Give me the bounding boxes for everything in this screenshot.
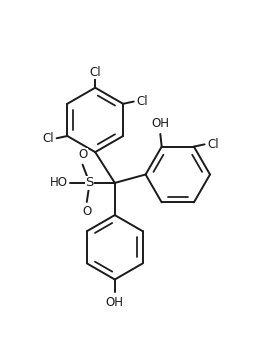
Text: Cl: Cl [42,132,54,145]
Text: Cl: Cl [89,66,101,79]
Text: HO: HO [50,176,68,189]
Text: Cl: Cl [137,95,148,108]
Text: O: O [82,205,92,218]
Text: Cl: Cl [207,138,219,151]
Text: OH: OH [106,296,124,309]
Text: O: O [78,148,87,161]
Text: S: S [85,176,94,189]
Text: OH: OH [151,117,169,130]
